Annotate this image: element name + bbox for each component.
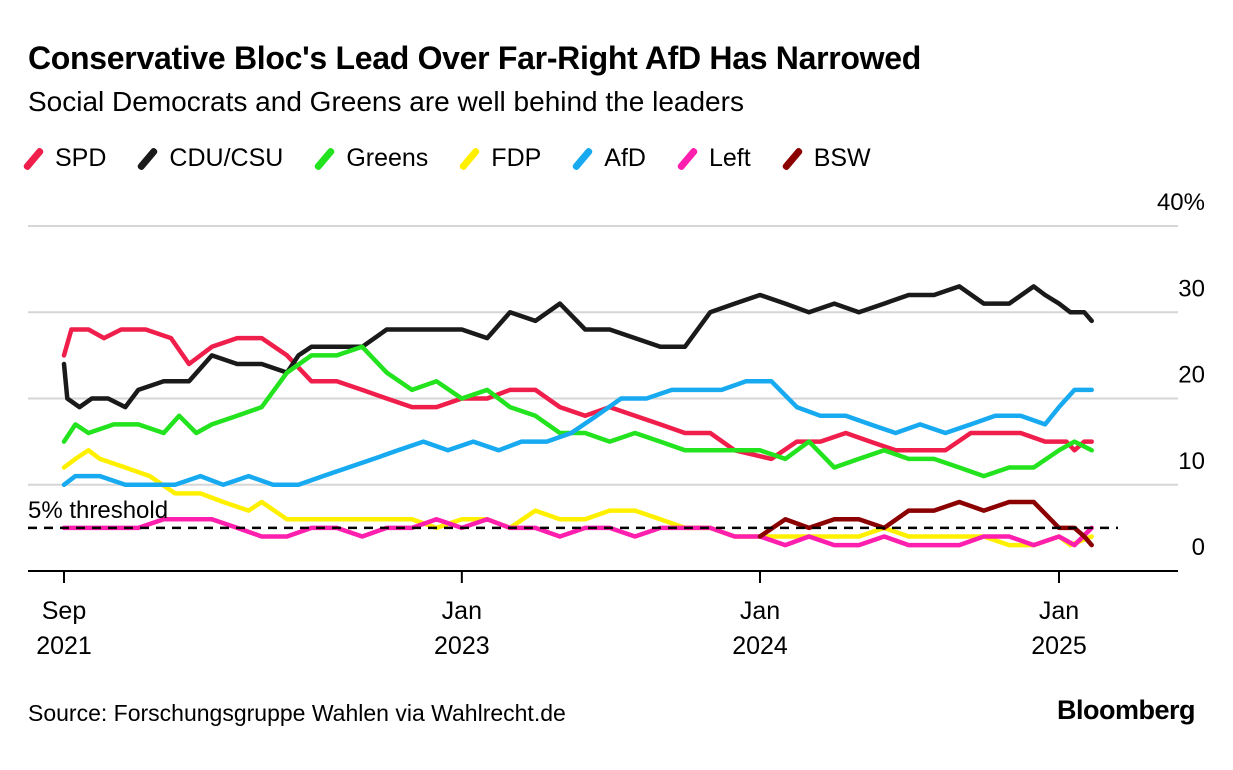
x-tick-label-year: 2023 (434, 632, 490, 660)
legend-label-cdu-csu: CDU/CSU (169, 144, 284, 172)
legend-label-fdp: FDP (491, 144, 542, 172)
legend-item-afd: AfD (567, 144, 646, 173)
x-tick-label-year: 2025 (1031, 632, 1087, 660)
threshold-label: 5% threshold (28, 497, 168, 524)
legend-item-bsw: BSW (777, 144, 871, 173)
y-tick-label: 10 (1178, 448, 1205, 475)
chart-title: Conservative Bloc's Lead Over Far-Right … (28, 40, 921, 76)
series-line-left (61, 517, 1094, 548)
y-tick-label: 30 (1178, 275, 1205, 302)
legend-item-spd: SPD (22, 144, 107, 173)
legend-item-cdu-csu: CDU/CSU (132, 144, 283, 173)
series-line-cdu-csu (61, 284, 1094, 410)
axes: 0 10 20 30 40% Sep 2021 Jan 2023 Jan 2024 Jan 2025 (28, 189, 1205, 660)
y-tick-label: 20 (1178, 362, 1205, 389)
x-tick-label-month: Jan (442, 597, 482, 625)
legend: SPD CDU/CSU Greens FDP AfD Left BSW (22, 144, 897, 173)
series-line-bsw (757, 499, 1094, 548)
threshold-line: 5% threshold (28, 497, 168, 524)
source-note: Source: Forschungsgruppe Wahlen via Wahl… (28, 700, 566, 726)
series-line-spd (61, 327, 1094, 462)
legend-item-left: Left (672, 144, 751, 173)
y-tick-label: 40% (1157, 189, 1205, 216)
legend-item-fdp: FDP (454, 144, 541, 173)
y-tick-label: 0 (1192, 534, 1205, 561)
legend-item-greens: Greens (309, 144, 428, 173)
legend-label-bsw: BSW (813, 144, 871, 172)
series-line-greens (61, 344, 1094, 479)
x-tick-label-month: Jan (740, 597, 780, 625)
bloomberg-logo: Bloomberg (1056, 695, 1196, 725)
x-tick-label-year: 2024 (732, 632, 788, 660)
legend-label-left: Left (708, 144, 751, 172)
legend-label-greens: Greens (346, 144, 429, 172)
legend-label-spd: SPD (55, 144, 107, 172)
series-line-afd (61, 379, 1094, 488)
legend-label-afd: AfD (604, 144, 646, 172)
series-lines (61, 284, 1094, 548)
chart-subtitle: Social Democrats and Greens are well beh… (28, 86, 744, 117)
x-tick-label-month: Sep (42, 597, 86, 625)
x-tick-label-month: Jan (1039, 597, 1079, 625)
series-line-fdp (61, 448, 1094, 548)
x-tick-label-year: 2021 (36, 632, 92, 660)
